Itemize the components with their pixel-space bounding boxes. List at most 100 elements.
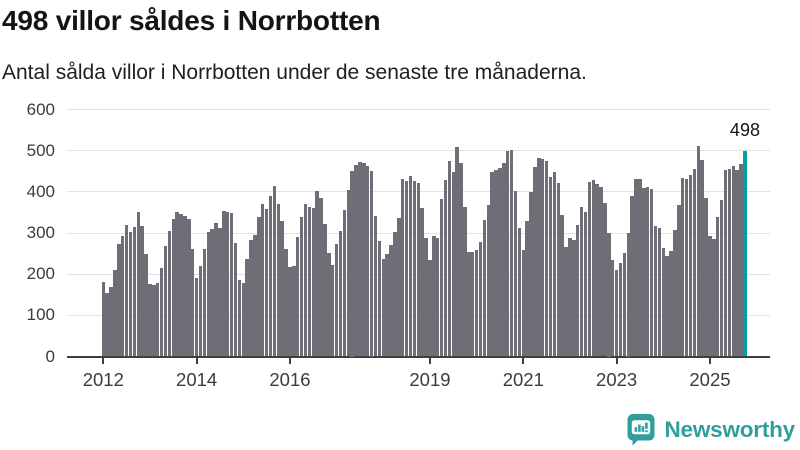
bar <box>132 227 137 357</box>
bar <box>315 191 319 357</box>
bar <box>121 236 125 357</box>
bar <box>257 216 261 357</box>
bar <box>700 159 704 357</box>
bar <box>548 177 553 357</box>
bar <box>587 181 592 357</box>
bar <box>696 146 700 357</box>
bar <box>268 195 273 357</box>
bar <box>634 179 638 357</box>
bar <box>369 171 374 357</box>
bar <box>401 178 405 357</box>
x-axis-line <box>67 355 770 358</box>
bar <box>253 235 257 357</box>
bar <box>630 196 634 357</box>
bar <box>264 209 269 357</box>
bar <box>311 208 315 357</box>
bar <box>346 189 350 357</box>
bar <box>537 157 541 357</box>
bar <box>272 186 277 357</box>
y-axis-tick-label: 400 <box>26 181 55 201</box>
bar <box>377 241 382 357</box>
bar <box>194 277 199 357</box>
bar <box>408 176 413 357</box>
bar <box>451 171 455 357</box>
bar <box>716 216 720 357</box>
bar <box>389 244 393 357</box>
bar <box>467 251 471 357</box>
bar <box>494 170 498 357</box>
bar <box>167 230 172 357</box>
bar <box>362 163 366 357</box>
bar <box>552 171 557 357</box>
bar <box>482 219 487 357</box>
gridline <box>67 150 770 152</box>
bar <box>576 224 580 357</box>
x-axis-tick <box>615 357 618 364</box>
bar <box>564 246 568 357</box>
bar <box>591 179 595 357</box>
bar <box>366 166 370 357</box>
bar <box>420 207 424 357</box>
bar <box>404 181 409 357</box>
bar <box>412 181 417 357</box>
x-axis-tick <box>428 357 431 364</box>
bar <box>490 171 494 357</box>
bar <box>649 189 654 357</box>
bar <box>397 217 401 357</box>
bar <box>191 248 195 357</box>
bar <box>381 258 385 357</box>
bar <box>463 207 467 357</box>
x-axis-tick <box>522 357 525 364</box>
bar <box>677 205 681 357</box>
bar <box>432 235 436 357</box>
bar <box>373 216 378 357</box>
bar <box>735 169 739 357</box>
bar <box>214 222 218 357</box>
x-axis-tick <box>708 357 711 364</box>
bar <box>323 223 327 357</box>
bar <box>140 226 144 357</box>
bar <box>198 266 203 357</box>
bar <box>296 237 300 357</box>
bar <box>237 280 242 357</box>
bar <box>506 150 510 357</box>
bar <box>385 254 389 357</box>
bar <box>541 158 545 357</box>
bar <box>183 216 187 357</box>
bar <box>334 243 339 357</box>
bar <box>529 191 533 357</box>
bar <box>556 183 560 357</box>
bar <box>657 227 662 357</box>
bar <box>560 214 564 357</box>
bar <box>509 149 514 357</box>
y-axis-tick-label: 600 <box>26 99 55 119</box>
bar <box>611 259 615 357</box>
x-axis-tick <box>102 357 105 364</box>
bar <box>626 233 630 357</box>
y-axis-tick-label: 300 <box>26 223 55 242</box>
bar <box>218 227 222 357</box>
bar <box>572 239 576 357</box>
x-axis-tick <box>195 357 198 364</box>
bar <box>109 286 113 357</box>
bar <box>723 170 728 357</box>
bar <box>622 253 627 357</box>
bar <box>478 242 483 357</box>
x-axis-tick-label: 2019 <box>409 368 451 390</box>
bar <box>669 251 673 357</box>
bar <box>692 168 697 357</box>
x-axis-tick-label: 2021 <box>502 368 544 390</box>
gridline <box>67 109 770 110</box>
y-axis-tick-label: 200 <box>26 264 55 284</box>
bar <box>583 211 588 357</box>
bar <box>498 167 502 357</box>
bar <box>175 212 179 357</box>
bar <box>171 218 175 357</box>
bar <box>144 254 148 357</box>
bar <box>708 236 712 357</box>
bar <box>229 212 234 357</box>
x-axis-tick-label: 2012 <box>82 368 124 390</box>
bar <box>603 203 607 357</box>
bar <box>439 198 444 357</box>
